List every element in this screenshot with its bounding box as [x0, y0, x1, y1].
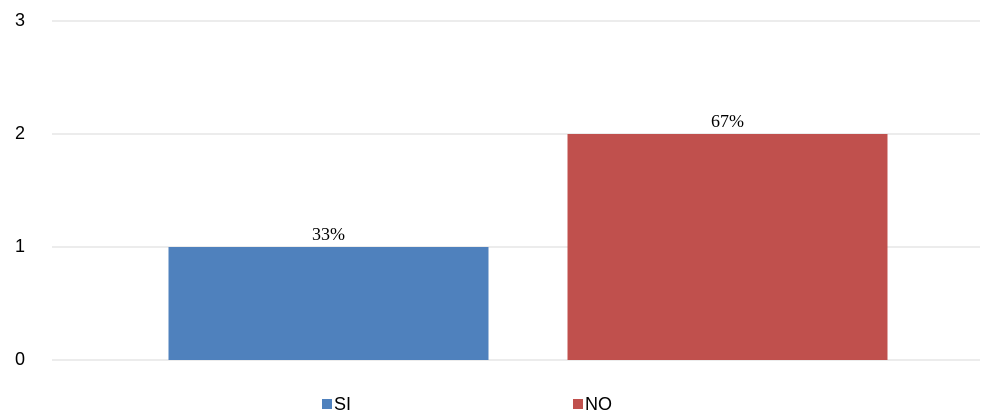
bar [168, 247, 489, 360]
legend-label: NO [585, 394, 612, 414]
data-label: 67% [711, 111, 744, 131]
data-label: 33% [312, 224, 345, 244]
y-tick-label: 3 [15, 10, 25, 30]
y-tick-label: 0 [15, 349, 25, 369]
y-tick-label: 1 [15, 236, 25, 256]
legend-label: SI [334, 394, 351, 414]
bar [567, 134, 888, 360]
y-tick-label: 2 [15, 123, 25, 143]
legend-swatch [322, 399, 332, 409]
legend-swatch [573, 399, 583, 409]
